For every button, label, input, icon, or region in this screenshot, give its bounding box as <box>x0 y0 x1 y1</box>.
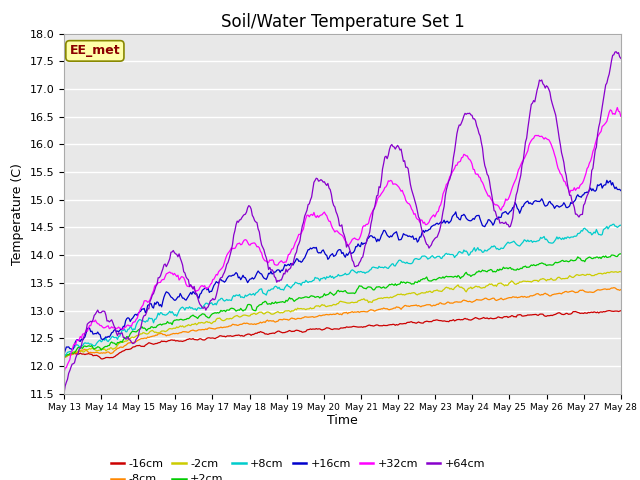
+16cm <box>617 188 625 193</box>
+2cm <box>372 285 380 291</box>
+16cm <box>566 203 573 209</box>
+16cm <box>234 271 241 276</box>
X-axis label: Time: Time <box>327 414 358 427</box>
+32cm <box>234 241 241 247</box>
Text: EE_met: EE_met <box>70 44 120 58</box>
+64cm <box>617 56 625 61</box>
+2cm <box>234 308 241 313</box>
+32cm <box>60 370 68 376</box>
-8cm <box>399 305 406 311</box>
+32cm <box>399 188 406 193</box>
-8cm <box>469 299 477 304</box>
+8cm <box>60 355 68 361</box>
Title: Soil/Water Temperature Set 1: Soil/Water Temperature Set 1 <box>221 12 464 31</box>
-2cm <box>60 356 68 361</box>
-8cm <box>566 289 573 295</box>
-16cm <box>399 321 407 326</box>
Line: +8cm: +8cm <box>64 224 621 358</box>
+16cm <box>469 216 477 221</box>
-16cm <box>296 328 304 334</box>
-2cm <box>617 269 625 275</box>
-2cm <box>372 297 380 302</box>
-16cm <box>470 315 478 321</box>
-8cm <box>60 354 68 360</box>
+16cm <box>399 234 406 240</box>
-8cm <box>610 285 618 290</box>
+32cm <box>469 167 477 172</box>
+64cm <box>60 391 68 396</box>
+32cm <box>566 190 573 196</box>
-8cm <box>617 287 625 292</box>
-16cm <box>617 308 625 313</box>
+2cm <box>566 258 573 264</box>
+2cm <box>60 355 68 360</box>
+16cm <box>295 258 303 264</box>
+8cm <box>399 259 406 265</box>
+32cm <box>614 105 621 110</box>
Line: -2cm: -2cm <box>64 272 621 359</box>
+32cm <box>295 231 303 237</box>
+16cm <box>60 352 68 358</box>
+8cm <box>610 221 618 227</box>
+64cm <box>399 153 406 158</box>
-8cm <box>234 323 241 328</box>
+32cm <box>372 203 380 208</box>
+64cm <box>612 49 620 55</box>
+2cm <box>617 251 625 257</box>
-16cm <box>60 355 68 360</box>
-16cm <box>99 356 106 362</box>
Y-axis label: Temperature (C): Temperature (C) <box>11 163 24 264</box>
+64cm <box>469 116 477 122</box>
-2cm <box>399 292 406 298</box>
+8cm <box>372 265 380 271</box>
-2cm <box>616 269 623 275</box>
Line: +32cm: +32cm <box>64 108 621 373</box>
+8cm <box>566 235 573 241</box>
+8cm <box>469 247 477 252</box>
+16cm <box>603 178 611 183</box>
+32cm <box>617 113 625 119</box>
+64cm <box>372 200 380 205</box>
-2cm <box>295 306 303 312</box>
+8cm <box>617 222 625 228</box>
+64cm <box>234 218 241 224</box>
+64cm <box>295 241 303 247</box>
Line: +16cm: +16cm <box>64 180 621 355</box>
-2cm <box>234 312 241 318</box>
Line: +64cm: +64cm <box>64 52 621 394</box>
Legend: -16cm, -8cm, -2cm, +2cm, +8cm, +16cm, +32cm, +64cm: -16cm, -8cm, -2cm, +2cm, +8cm, +16cm, +3… <box>106 455 490 480</box>
+2cm <box>399 280 406 286</box>
-2cm <box>469 285 477 291</box>
-16cm <box>567 311 575 317</box>
+2cm <box>295 295 303 300</box>
Line: -16cm: -16cm <box>64 311 621 359</box>
+16cm <box>372 236 380 241</box>
-2cm <box>566 273 573 278</box>
-16cm <box>234 332 242 338</box>
Line: +2cm: +2cm <box>64 254 621 358</box>
Line: -8cm: -8cm <box>64 288 621 357</box>
+8cm <box>234 292 241 298</box>
-16cm <box>605 308 613 313</box>
-8cm <box>295 315 303 321</box>
+64cm <box>566 192 573 198</box>
+8cm <box>295 281 303 287</box>
+2cm <box>469 272 477 277</box>
-16cm <box>373 322 381 328</box>
-8cm <box>372 308 380 313</box>
